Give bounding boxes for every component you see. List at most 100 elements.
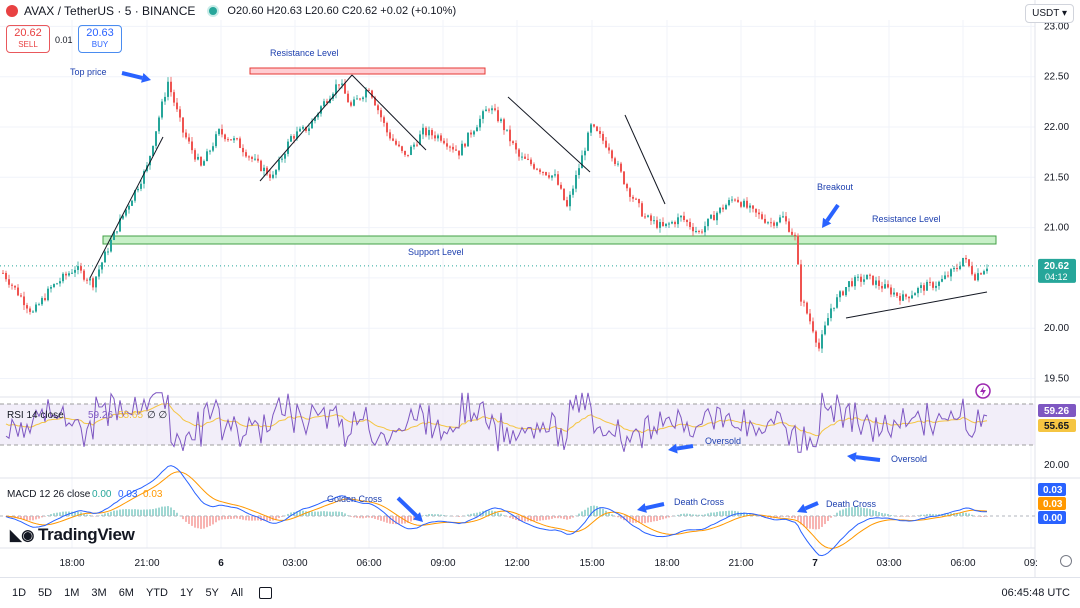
candle-body [125, 209, 127, 216]
candle-body [464, 143, 466, 147]
price-chart[interactable]: 23.0022.5022.0021.5021.0020.5020.0019.50… [0, 0, 1080, 577]
macd-histogram-bar [791, 516, 793, 519]
candle-body [647, 215, 649, 217]
annotation-death-cross-2: Death Cross [826, 499, 877, 509]
candle-body [656, 220, 658, 228]
candle-body [761, 214, 763, 219]
candle-body [923, 285, 925, 291]
calendar-icon[interactable] [259, 587, 273, 599]
annotation-arrows [121, 71, 991, 522]
currency-selector[interactable]: USDT ▾ [1025, 4, 1074, 23]
rsi-legend-label: RSI 14 close [7, 410, 64, 421]
gear-icon[interactable] [1060, 555, 1072, 567]
candle-body [854, 276, 856, 287]
candle-body [830, 308, 832, 319]
sell-button[interactable]: 20.62 SELL [6, 25, 50, 53]
macd-histogram-bar [185, 516, 187, 522]
candle-body [458, 150, 460, 156]
rsi-ma-axis-value: 55.65 [1044, 421, 1069, 432]
macd-histogram-bar [71, 511, 73, 516]
candle-body [137, 188, 139, 191]
macd-histogram-bar [317, 511, 319, 516]
trend-line [507, 96, 591, 173]
candle-body [731, 199, 733, 201]
candle-body [704, 226, 706, 233]
candle-body [878, 280, 880, 286]
candle-body [2, 272, 4, 274]
annotation-top-price: Top price [70, 67, 107, 77]
macd-histogram-bar [872, 510, 874, 516]
macd-histogram-bar [494, 511, 496, 516]
macd-histogram-bar [839, 510, 841, 516]
range-ytd[interactable]: YTD [145, 587, 168, 599]
price-tick-label: 21.50 [1044, 172, 1069, 183]
symbol-title[interactable]: AVAX / TetherUS · 5 · BINANCE [24, 4, 196, 18]
macd-histogram-bar [65, 511, 67, 516]
utc-clock[interactable]: 06:45:48 UTC [1001, 587, 1070, 599]
rsi-pane [0, 392, 1035, 453]
range-1d[interactable]: 1D [12, 587, 27, 599]
candle-body [239, 138, 241, 148]
macd-histogram-bar [641, 516, 643, 524]
arrow-shaft [825, 203, 840, 222]
macd-histogram-bar [362, 516, 364, 519]
candle-body [929, 281, 931, 283]
candle-body [188, 137, 190, 142]
candle-body [884, 284, 886, 289]
arrow-shaft [804, 501, 819, 511]
macd-histogram-bar [638, 516, 640, 523]
macd-histogram-bar [188, 516, 190, 524]
macd-histogram-bar [128, 509, 130, 516]
candle-body [449, 146, 451, 148]
rsi-value-badge [1038, 404, 1076, 417]
range-1m[interactable]: 1M [64, 587, 80, 599]
candle-body [653, 220, 655, 222]
candle-body [626, 184, 628, 189]
price-tick-label: 22.00 [1044, 122, 1069, 133]
candle-body [767, 222, 769, 224]
macd-histogram-bar [56, 512, 58, 516]
macd-histogram-bar [557, 516, 559, 519]
macd-histogram-bar [212, 516, 214, 525]
trend-line [89, 136, 164, 279]
candle-body [158, 117, 160, 132]
macd-histogram-bar [410, 516, 412, 522]
macd-histogram-bar [206, 516, 208, 528]
range-3m[interactable]: 3M [91, 587, 107, 599]
candle-body [674, 221, 676, 225]
candle-body [602, 133, 604, 141]
macd-histogram-bar [407, 516, 409, 523]
macd-axis-badge [1038, 511, 1066, 524]
candle-body [320, 106, 322, 114]
candle-body [398, 144, 400, 147]
candle-body [809, 313, 811, 322]
range-all[interactable]: All [230, 587, 244, 599]
candle-body [746, 200, 748, 208]
range-1y[interactable]: 1Y [179, 587, 194, 599]
macd-histogram-bar [602, 508, 604, 516]
candle-body [116, 231, 118, 233]
macd-histogram-bar [929, 513, 931, 516]
candle-body [461, 143, 463, 156]
candle-body [875, 280, 877, 285]
candle-body [524, 156, 526, 159]
arrow-head [797, 503, 808, 514]
candle-body [65, 273, 67, 276]
candle-body [248, 156, 250, 158]
macd-histogram-bar [683, 513, 685, 516]
range-5y[interactable]: 5Y [205, 587, 219, 599]
candle-body [242, 147, 244, 153]
candle-body [710, 214, 712, 219]
candle-body [230, 139, 232, 141]
macd-histogram-bar [734, 510, 736, 516]
macd-histogram-bar [209, 516, 211, 526]
candle-body [887, 284, 889, 288]
macd-histogram-bar [104, 513, 106, 516]
candle-body [824, 325, 826, 335]
buy-button[interactable]: 20.63 BUY [78, 25, 122, 53]
macd-histogram-bar [701, 514, 703, 516]
range-5d[interactable]: 5D [38, 587, 53, 599]
macd-histogram-bar [587, 507, 589, 516]
macd-histogram-bar [431, 514, 433, 516]
range-6m[interactable]: 6M [118, 587, 134, 599]
